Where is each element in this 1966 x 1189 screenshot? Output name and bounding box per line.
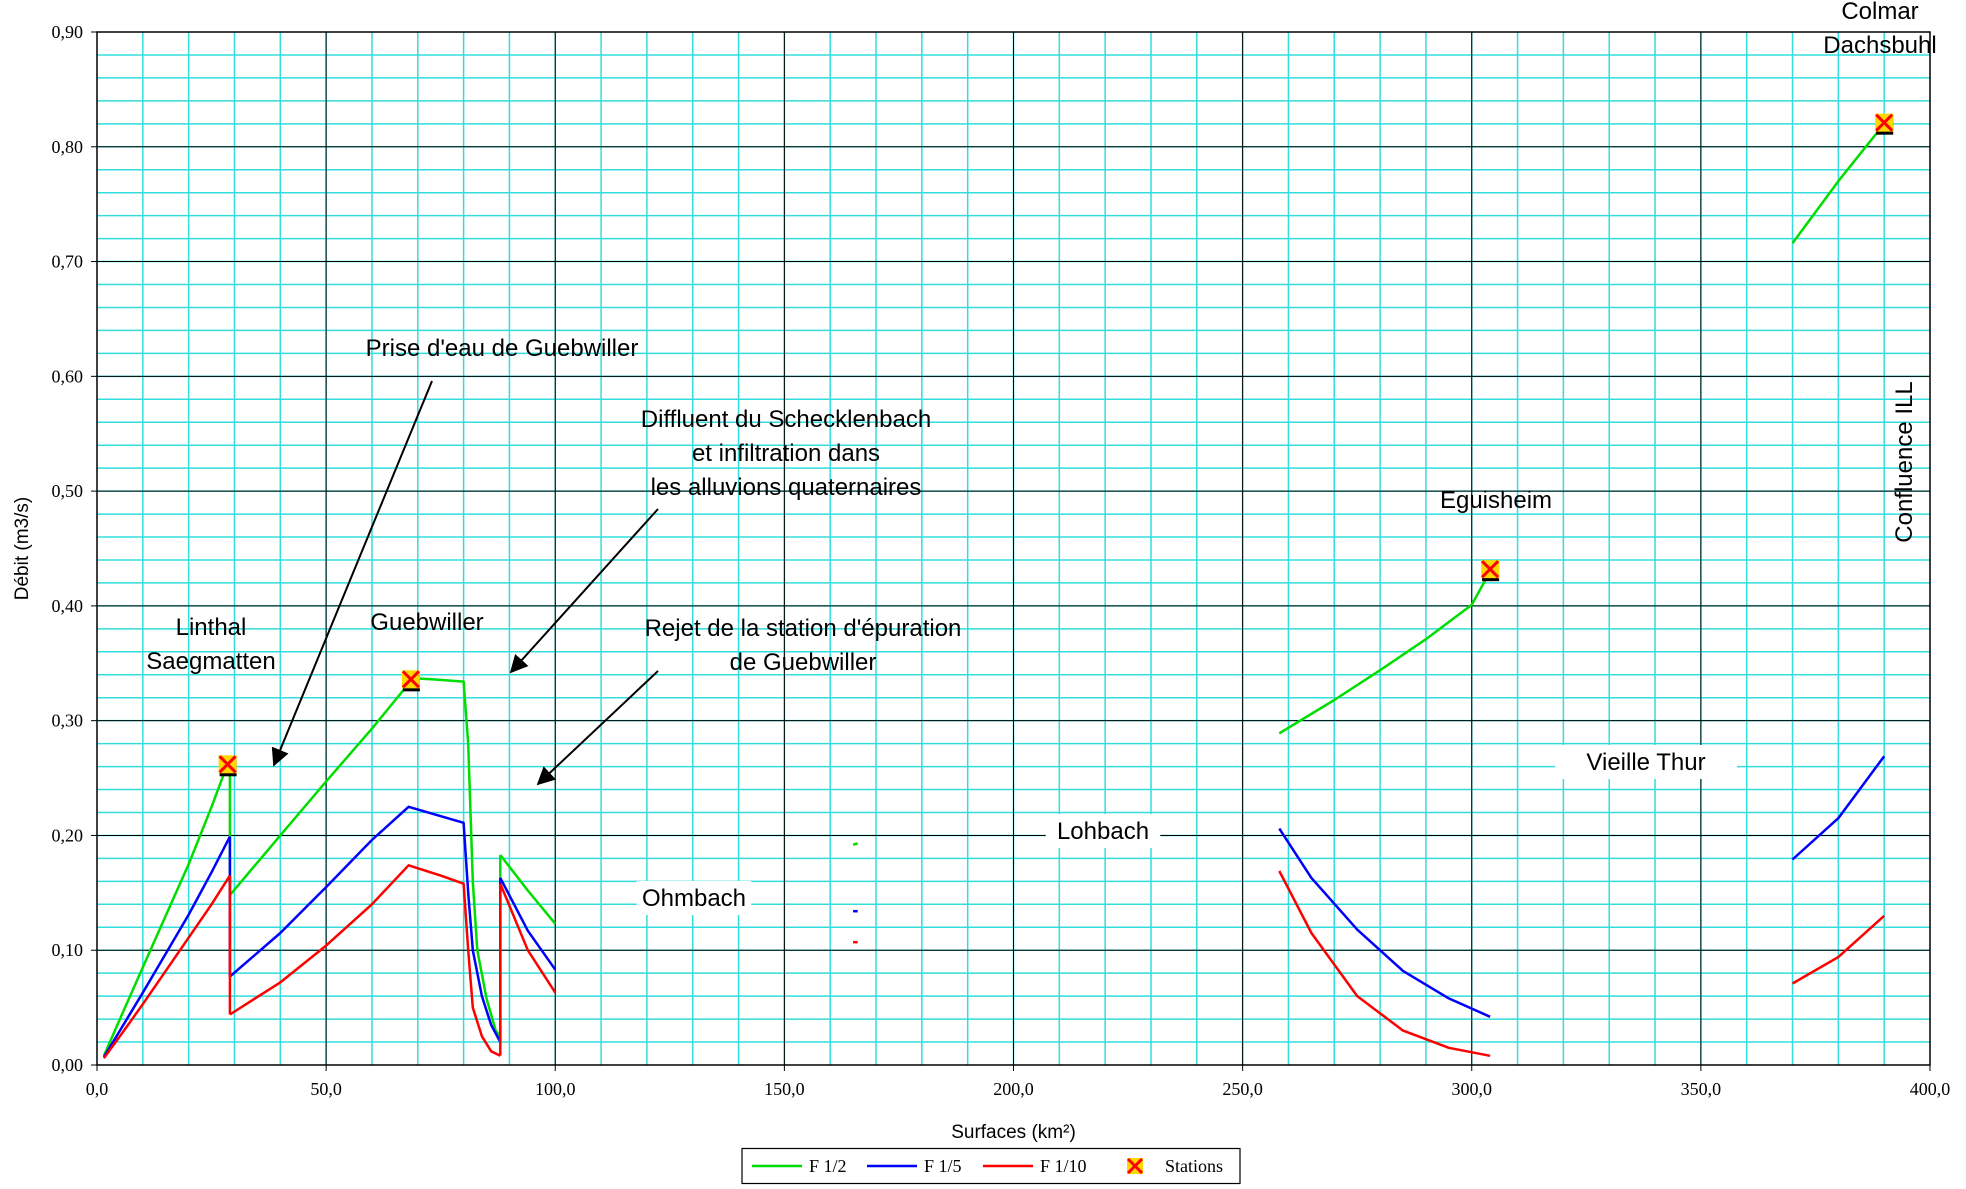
legend-item: F 1/2 [752, 1156, 847, 1176]
series-line-segment [1278, 870, 1491, 1058]
station-marker [401, 670, 420, 692]
annotation-arrow [536, 670, 659, 786]
legend: F 1/2 F 1/5 F 1/10 Stations [741, 1147, 1241, 1185]
svg-text:F 1/5: F 1/5 [924, 1156, 962, 1176]
svg-text:F 1/2: F 1/2 [809, 1156, 847, 1176]
station-markers [218, 113, 1894, 777]
x-tick-label: 300,0 [1452, 1079, 1493, 1099]
series-line-segment [499, 877, 557, 971]
svg-text:Prise d'eau de Guebwiller: Prise d'eau de Guebwiller [366, 335, 639, 362]
x-axis-title: Surfaces (km²) [951, 1122, 1076, 1143]
svg-text:Rejet de la station d'épuratio: Rejet de la station d'épuration de Guebwi… [645, 615, 962, 676]
y-axis-title: Débit (m3/s) [12, 497, 33, 600]
x-tick-label: 50,0 [310, 1079, 342, 1099]
series-line-segment [102, 836, 232, 1058]
x-tick-label: 200,0 [993, 1079, 1034, 1099]
grid [96, 31, 1931, 1066]
x-tick-label: 250,0 [1222, 1079, 1263, 1099]
annotation-label: Confluence ILL [1891, 381, 1918, 542]
x-tick-label: 350,0 [1681, 1079, 1722, 1099]
series-line-segment [1791, 914, 1886, 985]
legend-item: F 1/5 [867, 1156, 962, 1176]
y-tick-label: 0,90 [52, 22, 84, 42]
annotation-arrow [509, 508, 659, 674]
series-line-segment [228, 676, 502, 1038]
annotation-label: Prise d'eau de Guebwiller [366, 335, 639, 362]
y-tick-label: 0,00 [52, 1055, 84, 1075]
annotation-label: Lohbach [1045, 814, 1161, 848]
svg-text:Guebwiller: Guebwiller [370, 609, 483, 636]
x-tick-label: 100,0 [535, 1079, 576, 1099]
x-tick-label: 400,0 [1910, 1079, 1951, 1099]
annotation-label: Linthal Saegmatten [146, 614, 275, 675]
series-line-segment [499, 883, 557, 994]
x-tick-label: 150,0 [764, 1079, 805, 1099]
annotation-label: Colmar Dachsbuhl [1823, 0, 1936, 59]
annotations: Linthal Saegmatten Guebwiller Prise d'eau d… [146, 0, 1937, 915]
series-line-segment [1278, 570, 1492, 735]
y-tick-label: 0,20 [52, 825, 84, 845]
svg-text:Eguisheim: Eguisheim [1440, 487, 1552, 514]
series-lines [102, 123, 1886, 1059]
annotation-label: Ohmbach [636, 881, 752, 915]
svg-text:Stations: Stations [1165, 1156, 1223, 1176]
station-marker [218, 755, 237, 777]
series-line-segment [1791, 755, 1886, 861]
y-tick-label: 0,30 [52, 711, 84, 731]
y-tick-label: 0,70 [52, 252, 84, 272]
y-tick-label: 0,10 [52, 940, 84, 960]
y-tick-label: 0,80 [52, 137, 84, 157]
series-line-segment [1791, 123, 1886, 244]
annotation-label: Diffluent du Schecklenbach et infiltratio… [641, 406, 931, 501]
annotation-label: Eguisheim [1440, 487, 1552, 514]
series-line-segment [102, 874, 231, 1059]
svg-text:Lohbach: Lohbach [1057, 818, 1149, 845]
annotation-label: Guebwiller [370, 609, 483, 636]
svg-text:Vieille Thur: Vieille Thur [1586, 749, 1705, 776]
legend-item: F 1/10 [983, 1156, 1087, 1176]
y-tick-label: 0,60 [52, 366, 84, 386]
axes: 0,00 0,10 0,20 0,30 0,40 0,50 0,60 0,70 0,80 0,90… [12, 22, 1950, 1143]
annotation-arrow [271, 380, 433, 767]
annotation-arrows [271, 380, 659, 786]
series-line-segment [229, 805, 502, 1043]
annotation-label: Rejet de la station d'épuration de Guebwi… [645, 615, 962, 676]
svg-text:Ohmbach: Ohmbach [642, 885, 746, 912]
svg-text:F 1/10: F 1/10 [1040, 1156, 1087, 1176]
legend-item: Stations [1126, 1156, 1223, 1176]
y-tick-label: 0,50 [52, 481, 84, 501]
annotation-label: Vieille Thur [1555, 745, 1737, 779]
series-line-segment [499, 854, 557, 925]
series-line-segment [1278, 827, 1491, 1018]
series-line-segment [229, 864, 501, 1057]
y-tick-label: 0,40 [52, 596, 84, 616]
svg-text:Confluence ILL: Confluence ILL [1891, 381, 1918, 542]
station-marker [1481, 560, 1500, 582]
station-marker [1875, 113, 1894, 135]
series-line-segment [852, 842, 858, 846]
x-tick-label: 0,0 [86, 1079, 109, 1099]
series-2 [102, 864, 1886, 1059]
